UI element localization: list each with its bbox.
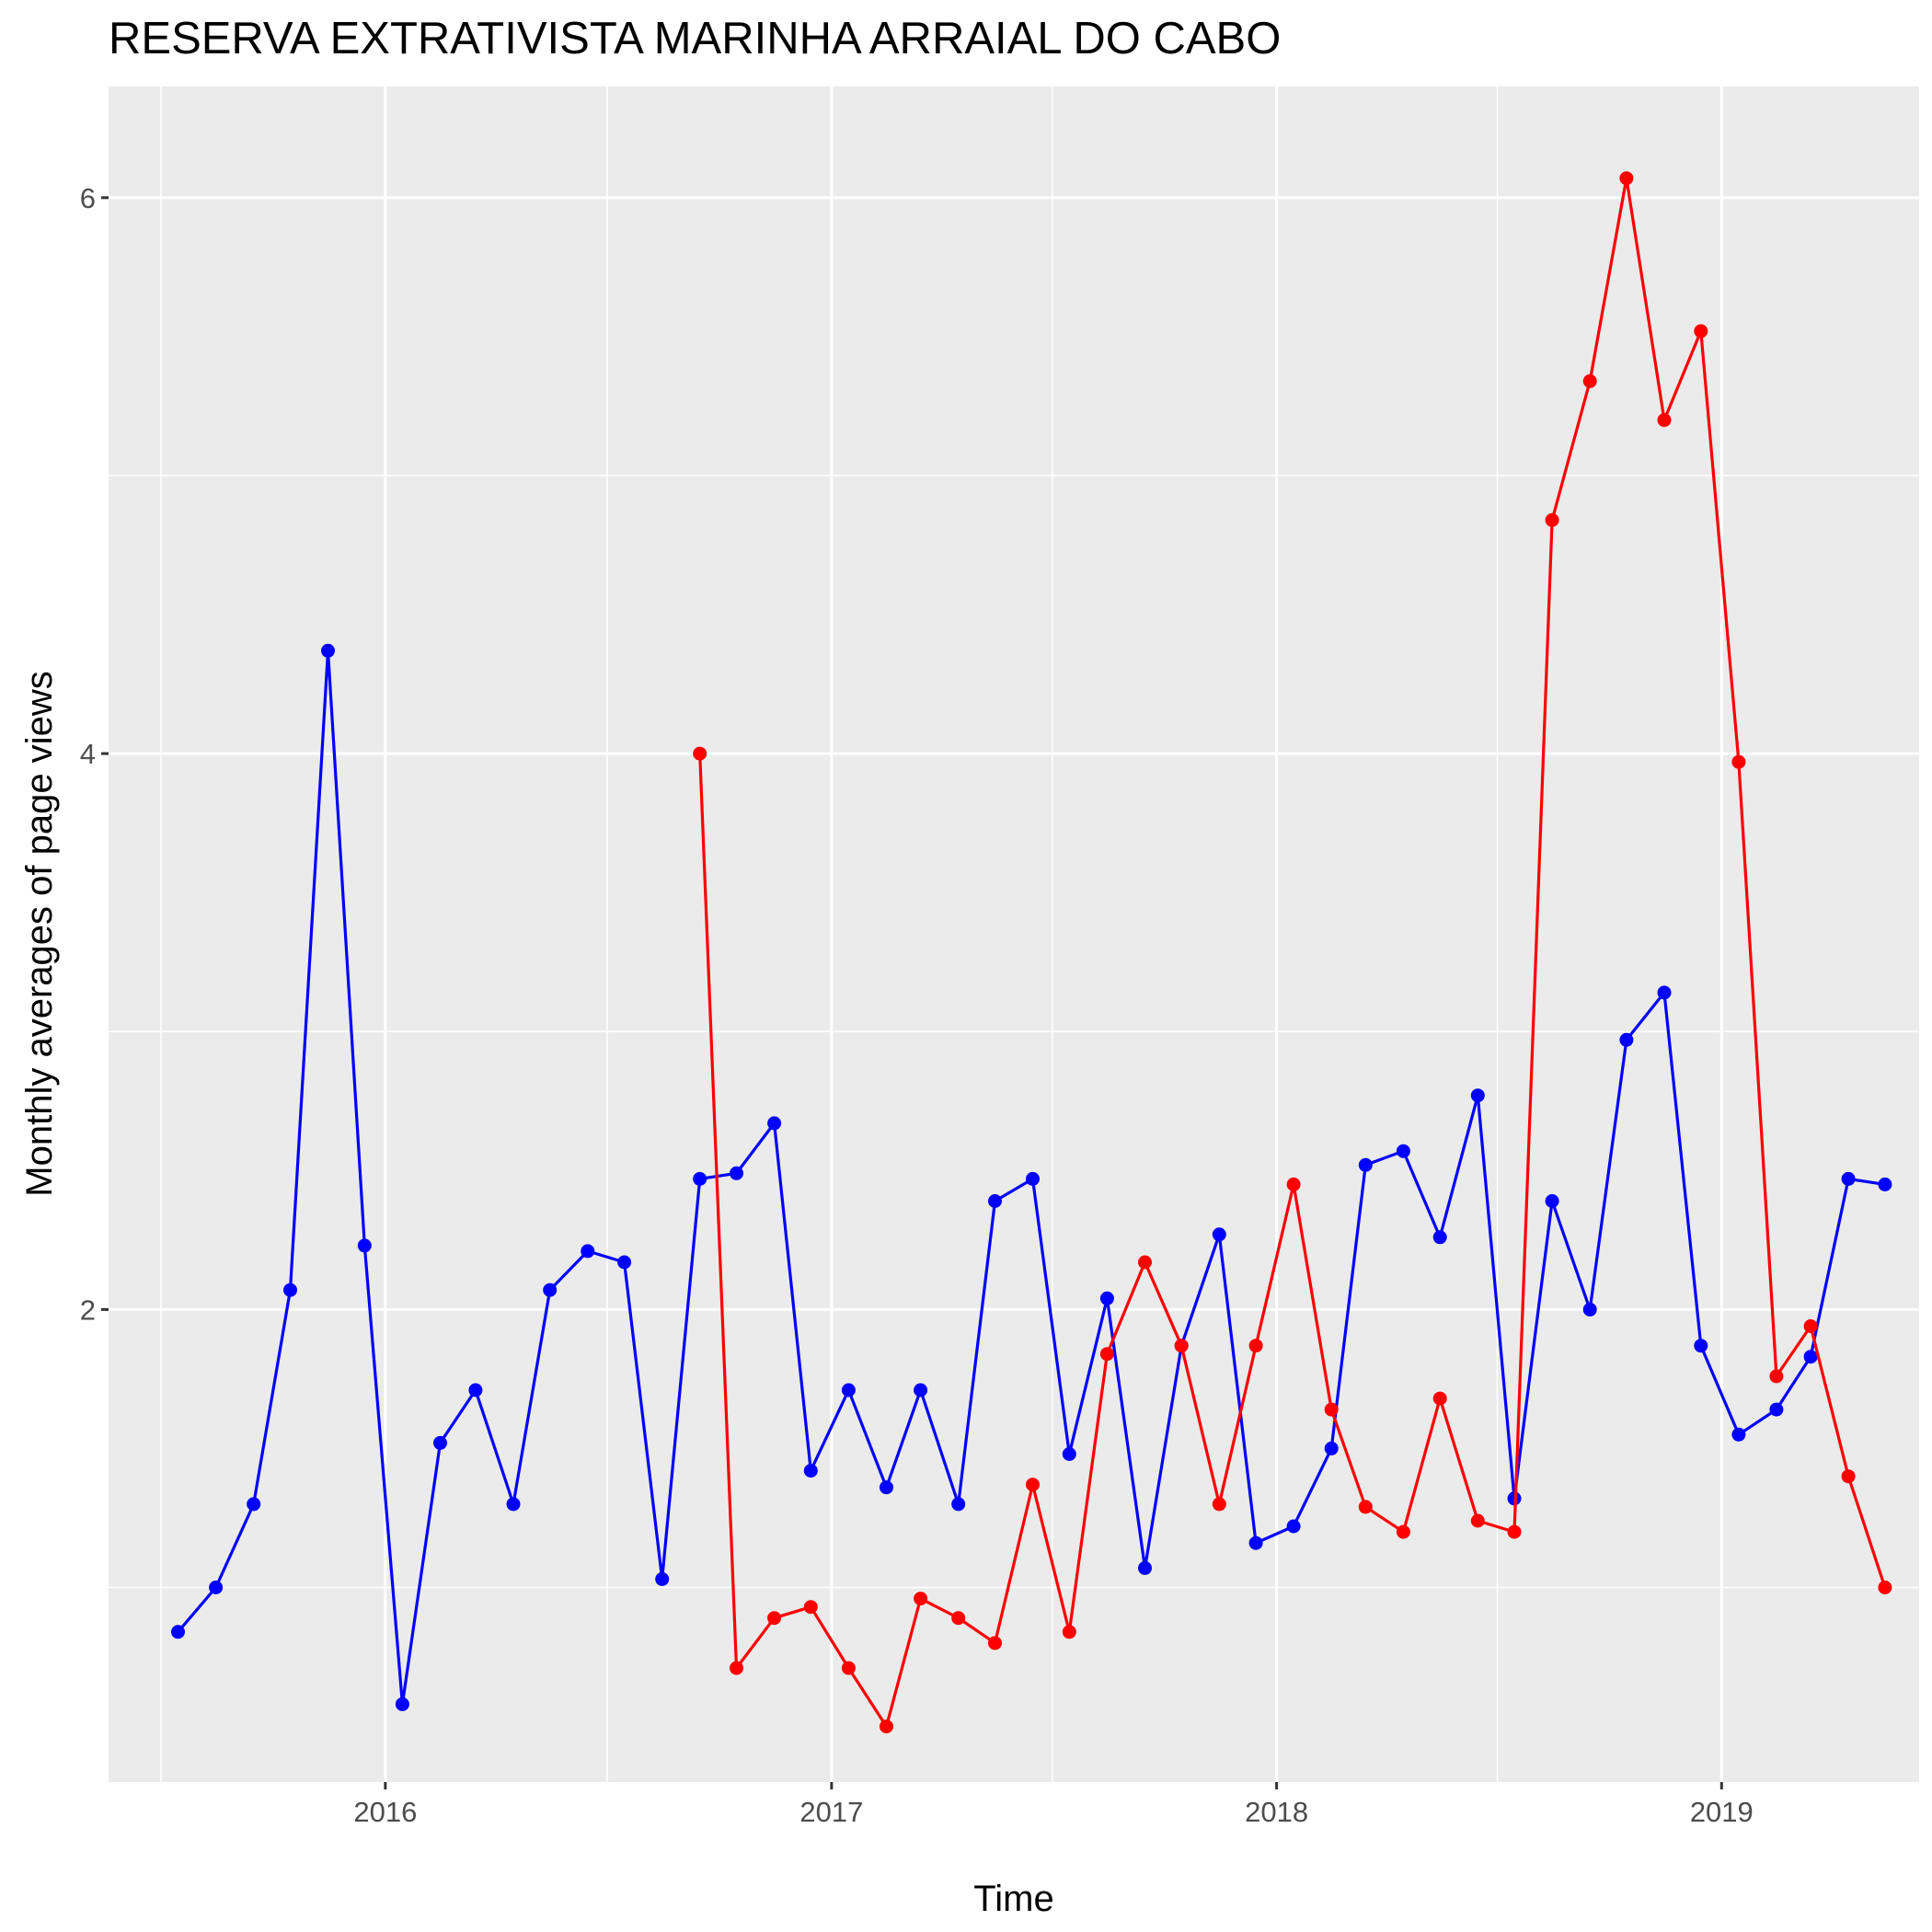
data-point [1099,1291,1114,1305]
data-point [1841,1469,1856,1484]
x-tick-labels: 2016 2017 2018 2019 [353,1796,1753,1828]
x-tick-label: 2017 [799,1796,863,1828]
data-point [1657,413,1672,428]
data-point [841,1383,856,1397]
x-tick-label: 2018 [1245,1796,1308,1828]
data-point [433,1435,447,1450]
data-point [880,1480,893,1495]
data-point [803,1464,818,1478]
data-point [655,1571,670,1586]
data-point [1545,1194,1559,1208]
data-point [1248,1535,1263,1550]
data-point [1062,1447,1076,1461]
y-tick-labels: 2 4 6 [80,182,96,1327]
data-point [506,1497,521,1512]
axis-ticks [101,196,1723,1789]
major-gridlines [109,86,1919,1782]
data-point [1769,1369,1784,1384]
data-point [1769,1402,1784,1417]
data-point [914,1592,928,1606]
data-point [1358,1500,1373,1514]
data-point [1286,1519,1301,1534]
data-point [1878,1177,1892,1191]
data-point [247,1497,261,1512]
data-point [1731,754,1746,769]
data-point [395,1696,409,1711]
data-point [841,1661,856,1675]
data-point [1138,1560,1152,1575]
data-point [543,1282,558,1297]
data-point [468,1383,483,1397]
data-point [767,1611,782,1626]
data-point [730,1166,743,1180]
data-point [1432,1230,1447,1245]
data-point [1138,1255,1152,1270]
x-axis-title: Time [973,1879,1053,1919]
data-point [1026,1171,1040,1186]
data-point [1582,1302,1597,1317]
plot-panel [109,86,1919,1782]
data-point [1470,1513,1485,1528]
data-point [1174,1339,1189,1353]
data-point [1619,171,1634,186]
y-tick-label: 2 [80,1294,96,1326]
data-point [1432,1391,1447,1406]
data-point [1582,374,1597,388]
data-point [209,1581,224,1594]
data-point [1619,1032,1634,1047]
data-point [1099,1347,1114,1362]
data-point [988,1194,1002,1208]
data-point [1545,512,1559,527]
data-point [1803,1350,1818,1364]
data-point [951,1611,966,1626]
data-point [693,1171,707,1186]
data-point [617,1255,632,1270]
y-tick-label: 6 [80,182,96,214]
data-point [1657,985,1672,1000]
data-point [1694,324,1708,339]
data-point [1324,1441,1339,1455]
data-point [1396,1144,1410,1158]
data-point [1803,1319,1818,1333]
chart-title: RESERVA EXTRATIVISTA MARINHA ARRAIAL DO … [109,14,1281,63]
data-point [803,1600,818,1615]
data-point [1878,1581,1892,1594]
data-point [880,1719,893,1734]
data-point [1062,1625,1076,1639]
data-point [283,1282,297,1297]
minor-gridlines [109,86,1919,1782]
series-layer [171,171,1892,1734]
data-point [767,1116,782,1131]
data-point [1286,1177,1301,1191]
y-tick-label: 4 [80,738,96,770]
data-point [951,1497,966,1512]
data-point [1841,1171,1856,1186]
data-point [1212,1497,1226,1512]
data-point [1248,1339,1263,1353]
data-point [321,643,335,658]
data-point [171,1625,185,1639]
x-tick-label: 2016 [353,1796,417,1828]
data-point [914,1383,928,1397]
data-point [1396,1524,1410,1539]
data-point [1358,1157,1373,1172]
data-point [730,1661,743,1675]
data-point [357,1238,372,1253]
data-point [1470,1088,1485,1103]
data-point [1212,1227,1226,1242]
data-point [1324,1402,1339,1417]
data-point [1731,1427,1746,1442]
data-point [988,1636,1002,1650]
data-point [581,1244,595,1259]
data-point [1694,1339,1708,1353]
data-point [1507,1524,1522,1539]
x-tick-label: 2019 [1690,1796,1754,1828]
data-point [1026,1478,1040,1492]
series-2 [693,171,1892,1734]
data-point [693,746,707,761]
y-axis-title: Monthly averages of page views [19,671,60,1196]
